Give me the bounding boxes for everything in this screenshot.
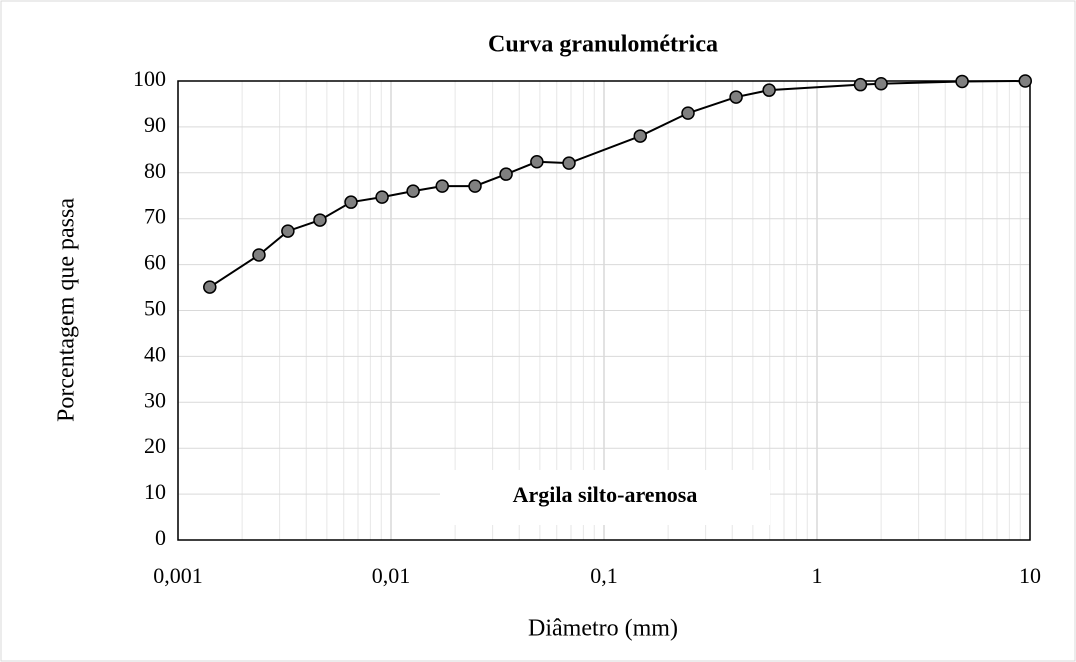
x-tick-label: 0,01 (372, 563, 411, 588)
y-tick-label: 60 (144, 250, 166, 275)
data-point (633, 129, 648, 143)
y-tick-label: 10 (144, 479, 166, 504)
y-tick-label: 90 (144, 112, 166, 137)
x-tick-label: 1 (812, 563, 823, 588)
data-point (853, 77, 868, 92)
y-tick-label: 50 (144, 296, 166, 321)
data-point (406, 184, 420, 198)
x-tick-label: 0,1 (590, 563, 618, 588)
data-point (499, 167, 513, 181)
annotation: Argila silto-arenosa (513, 482, 698, 507)
data-point (874, 77, 888, 91)
data-point (729, 90, 743, 104)
data-point (681, 106, 695, 120)
x-tick-label: 10 (1019, 563, 1041, 588)
x-tick-label: 0,001 (153, 563, 203, 588)
data-point (252, 248, 266, 262)
data-point (281, 224, 295, 238)
plot-frame (177, 80, 1031, 541)
data-point (468, 179, 482, 193)
y-tick-label: 30 (144, 387, 166, 412)
data-point (435, 179, 449, 193)
y-tick-label: 100 (133, 66, 166, 91)
y-tick-label: 70 (144, 204, 166, 229)
data-point (313, 213, 327, 227)
y-tick-label: 20 (144, 433, 166, 458)
y-axis-label: Porcentagem que passa (54, 198, 80, 422)
y-tick-label: 0 (155, 525, 166, 550)
chart-title: Curva granulométrica (488, 32, 718, 58)
data-point (203, 280, 217, 294)
annotation-box (440, 470, 770, 525)
data-point (1018, 74, 1033, 88)
y-tick-label: 80 (144, 158, 166, 183)
data-point (762, 83, 776, 97)
y-tick-label: 40 (144, 341, 166, 366)
data-point (562, 156, 576, 170)
x-axis-label: Diâmetro (mm) (528, 616, 678, 642)
data-point (955, 74, 969, 89)
data-point (375, 190, 389, 204)
data-point (530, 155, 544, 169)
data-point (344, 195, 358, 209)
